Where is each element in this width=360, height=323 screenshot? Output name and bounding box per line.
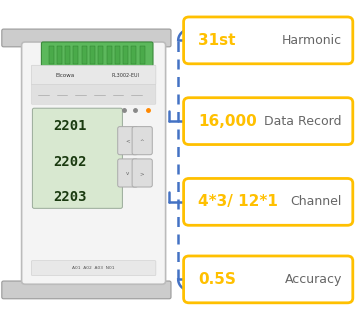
- Text: <: <: [126, 139, 130, 144]
- FancyBboxPatch shape: [2, 281, 171, 299]
- Text: >: >: [140, 171, 144, 176]
- FancyBboxPatch shape: [32, 108, 122, 208]
- Bar: [107, 46, 112, 64]
- Text: PL3002-EUI: PL3002-EUI: [112, 73, 140, 78]
- Text: Elcowa: Elcowa: [56, 73, 75, 78]
- Bar: [82, 46, 87, 64]
- FancyBboxPatch shape: [31, 261, 156, 276]
- Bar: [115, 46, 120, 64]
- Text: A01  A02  A03  N01: A01 A02 A03 N01: [72, 266, 115, 270]
- FancyBboxPatch shape: [184, 178, 353, 225]
- Bar: [140, 46, 145, 64]
- FancyBboxPatch shape: [184, 98, 353, 144]
- Bar: [90, 46, 95, 64]
- Bar: [131, 46, 136, 64]
- FancyBboxPatch shape: [118, 159, 138, 187]
- Text: v: v: [126, 171, 130, 176]
- Bar: [57, 46, 62, 64]
- FancyBboxPatch shape: [132, 159, 152, 187]
- FancyBboxPatch shape: [184, 256, 353, 303]
- Text: 4*3/ 12*1: 4*3/ 12*1: [198, 194, 278, 209]
- Bar: [49, 46, 54, 64]
- Bar: [123, 46, 128, 64]
- FancyBboxPatch shape: [31, 65, 156, 85]
- Text: Channel: Channel: [291, 195, 342, 208]
- Bar: [98, 46, 103, 64]
- Text: Harmonic: Harmonic: [282, 34, 342, 47]
- Text: 2201: 2201: [53, 119, 87, 133]
- FancyBboxPatch shape: [118, 127, 138, 155]
- Text: 31st: 31st: [198, 33, 235, 48]
- Bar: [65, 46, 70, 64]
- Text: Data Record: Data Record: [265, 115, 342, 128]
- Text: ^: ^: [140, 139, 144, 144]
- Bar: [73, 46, 78, 64]
- FancyBboxPatch shape: [22, 42, 166, 284]
- Text: Accuracy: Accuracy: [285, 273, 342, 286]
- Text: 2202: 2202: [53, 154, 87, 169]
- FancyBboxPatch shape: [132, 127, 152, 155]
- FancyBboxPatch shape: [184, 17, 353, 64]
- Text: 0.5S: 0.5S: [198, 272, 236, 287]
- Text: 16,000: 16,000: [198, 114, 257, 129]
- FancyBboxPatch shape: [41, 42, 153, 66]
- FancyBboxPatch shape: [31, 85, 156, 104]
- FancyBboxPatch shape: [2, 29, 171, 47]
- Text: 2203: 2203: [53, 190, 87, 204]
